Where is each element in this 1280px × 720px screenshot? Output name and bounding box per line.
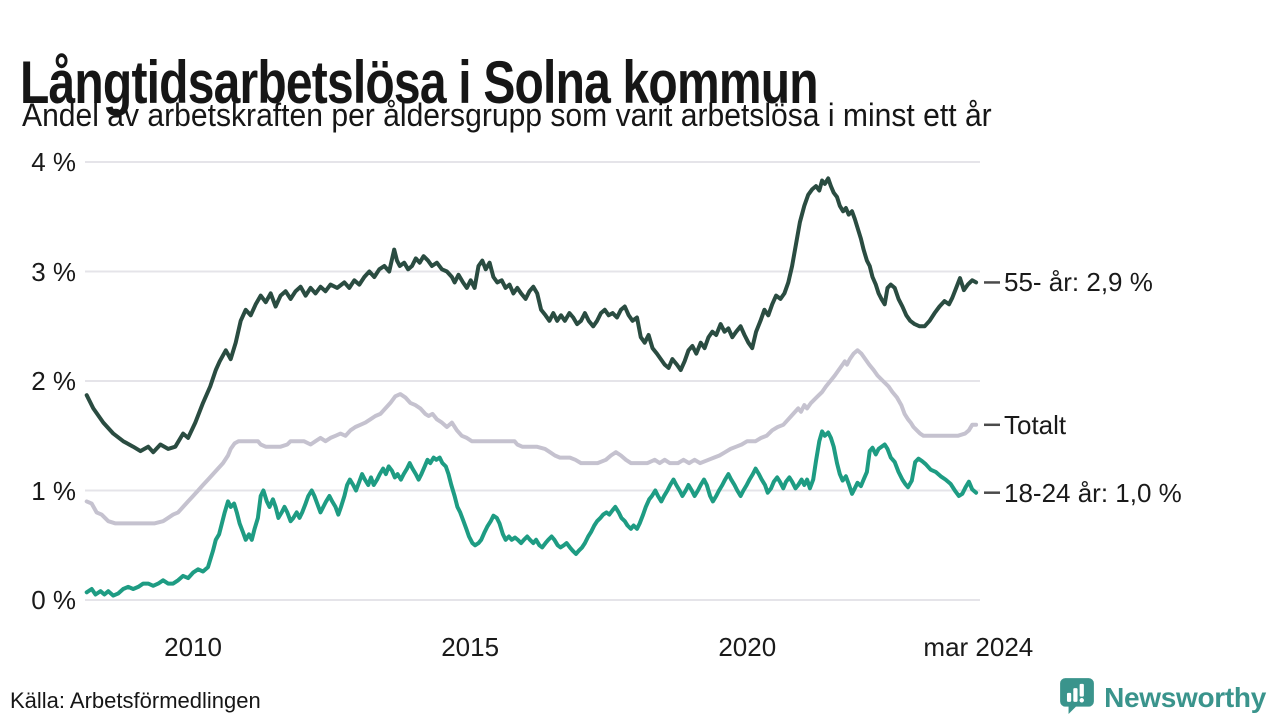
series-end-label-Totalt: Totalt bbox=[1004, 409, 1067, 440]
page-title: Långtidsarbetslösa i Solna kommun bbox=[20, 49, 819, 117]
x-tick-2015: 2015 bbox=[441, 632, 500, 662]
chart-subtitle: Andel av arbetskraften per åldersgrupp s… bbox=[22, 97, 992, 133]
y-tick-1: 1 % bbox=[31, 475, 76, 506]
x-tick-2010: 2010 bbox=[164, 632, 222, 662]
y-tick-3: 3 % bbox=[31, 256, 76, 287]
newsworthy-wordmark: Newsworthy bbox=[1104, 681, 1266, 713]
newsworthy-logo[interactable]: Newsworthy bbox=[1058, 676, 1266, 719]
series-line-55-r bbox=[84, 176, 979, 455]
y-tick-2: 2 % bbox=[31, 366, 76, 396]
series-end-label-18-24-r: 18-24 år: 1,0 % bbox=[1004, 477, 1182, 508]
x-tick-2020: 2020 bbox=[718, 632, 777, 662]
bar-chart-speech-bubble-icon bbox=[1058, 676, 1096, 719]
x-tick-mar-2024: mar 2024 bbox=[923, 632, 1034, 662]
series-end-label-55-r: 55- år: 2,9 % bbox=[1004, 267, 1153, 298]
y-tick-0: 0 % bbox=[31, 585, 76, 615]
source-note: Källa: Arbetsförmedlingen bbox=[10, 688, 261, 713]
series-line-18-24-r bbox=[84, 429, 979, 598]
y-tick-4: 4 % bbox=[31, 147, 76, 177]
series-line-Totalt bbox=[84, 348, 979, 526]
